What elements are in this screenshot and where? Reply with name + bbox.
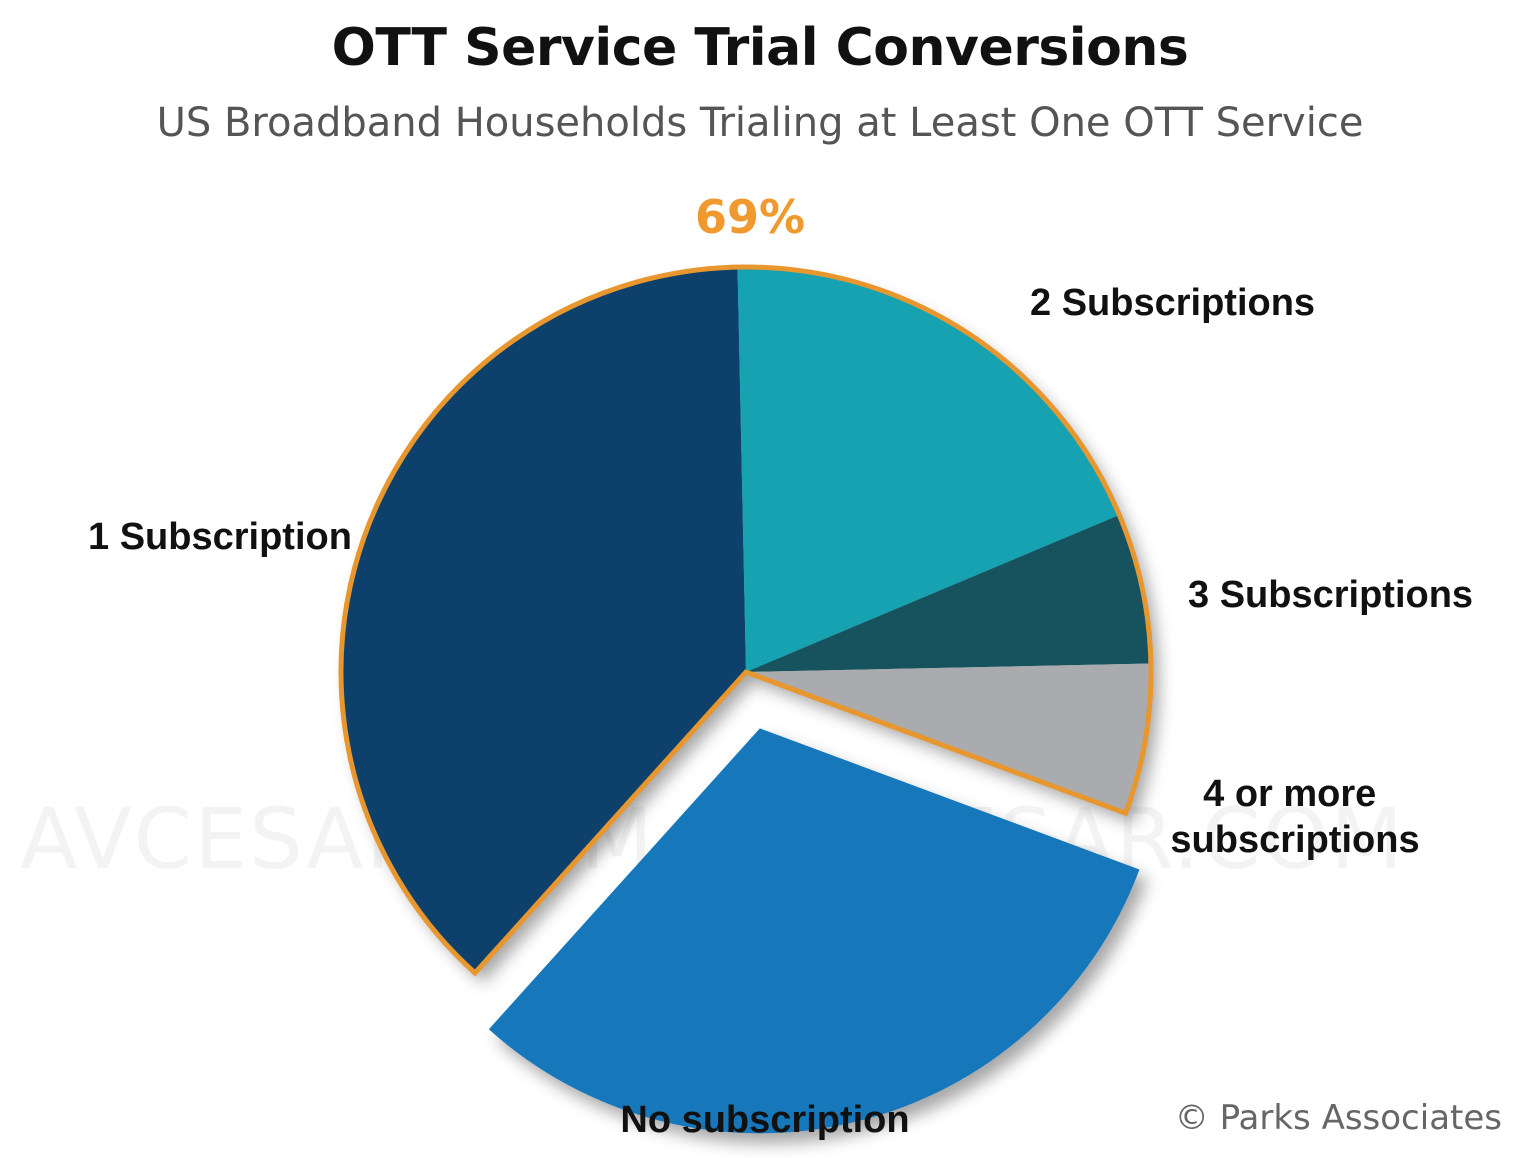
credit-text: © Parks Associates xyxy=(1174,1098,1502,1138)
slice-label-3-subscriptions: 3 Subscriptions xyxy=(1188,574,1473,616)
slice-label-1-subscription: 1 Subscription xyxy=(88,516,352,558)
slice-label-4-line2: subscriptions xyxy=(1170,819,1419,861)
pie-slice-no-subscription xyxy=(488,728,1140,1134)
slice-label-2-subscriptions: 2 Subscriptions xyxy=(1030,282,1315,324)
slice-label-4-or-more: 4 or more subscriptions xyxy=(1170,773,1419,861)
chart-title: OTT Service Trial Conversions xyxy=(331,18,1189,78)
pie-slice-4-or-more-subscriptions xyxy=(746,663,1151,814)
slice-label-4-line1: 4 or more xyxy=(1203,773,1376,815)
chart-subtitle: US Broadband Households Trialing at Leas… xyxy=(156,100,1364,146)
highlight-percent-label: 69% xyxy=(695,190,805,244)
slice-label-no-subscription: No subscription xyxy=(620,1099,909,1141)
highlight-outline xyxy=(338,264,1154,977)
pie-slices xyxy=(341,267,1151,1134)
pie-slice-3-subscriptions xyxy=(746,515,1151,672)
pie-slice-1-subscription xyxy=(341,267,746,973)
pie-slice-2-subscriptions xyxy=(737,267,1120,672)
